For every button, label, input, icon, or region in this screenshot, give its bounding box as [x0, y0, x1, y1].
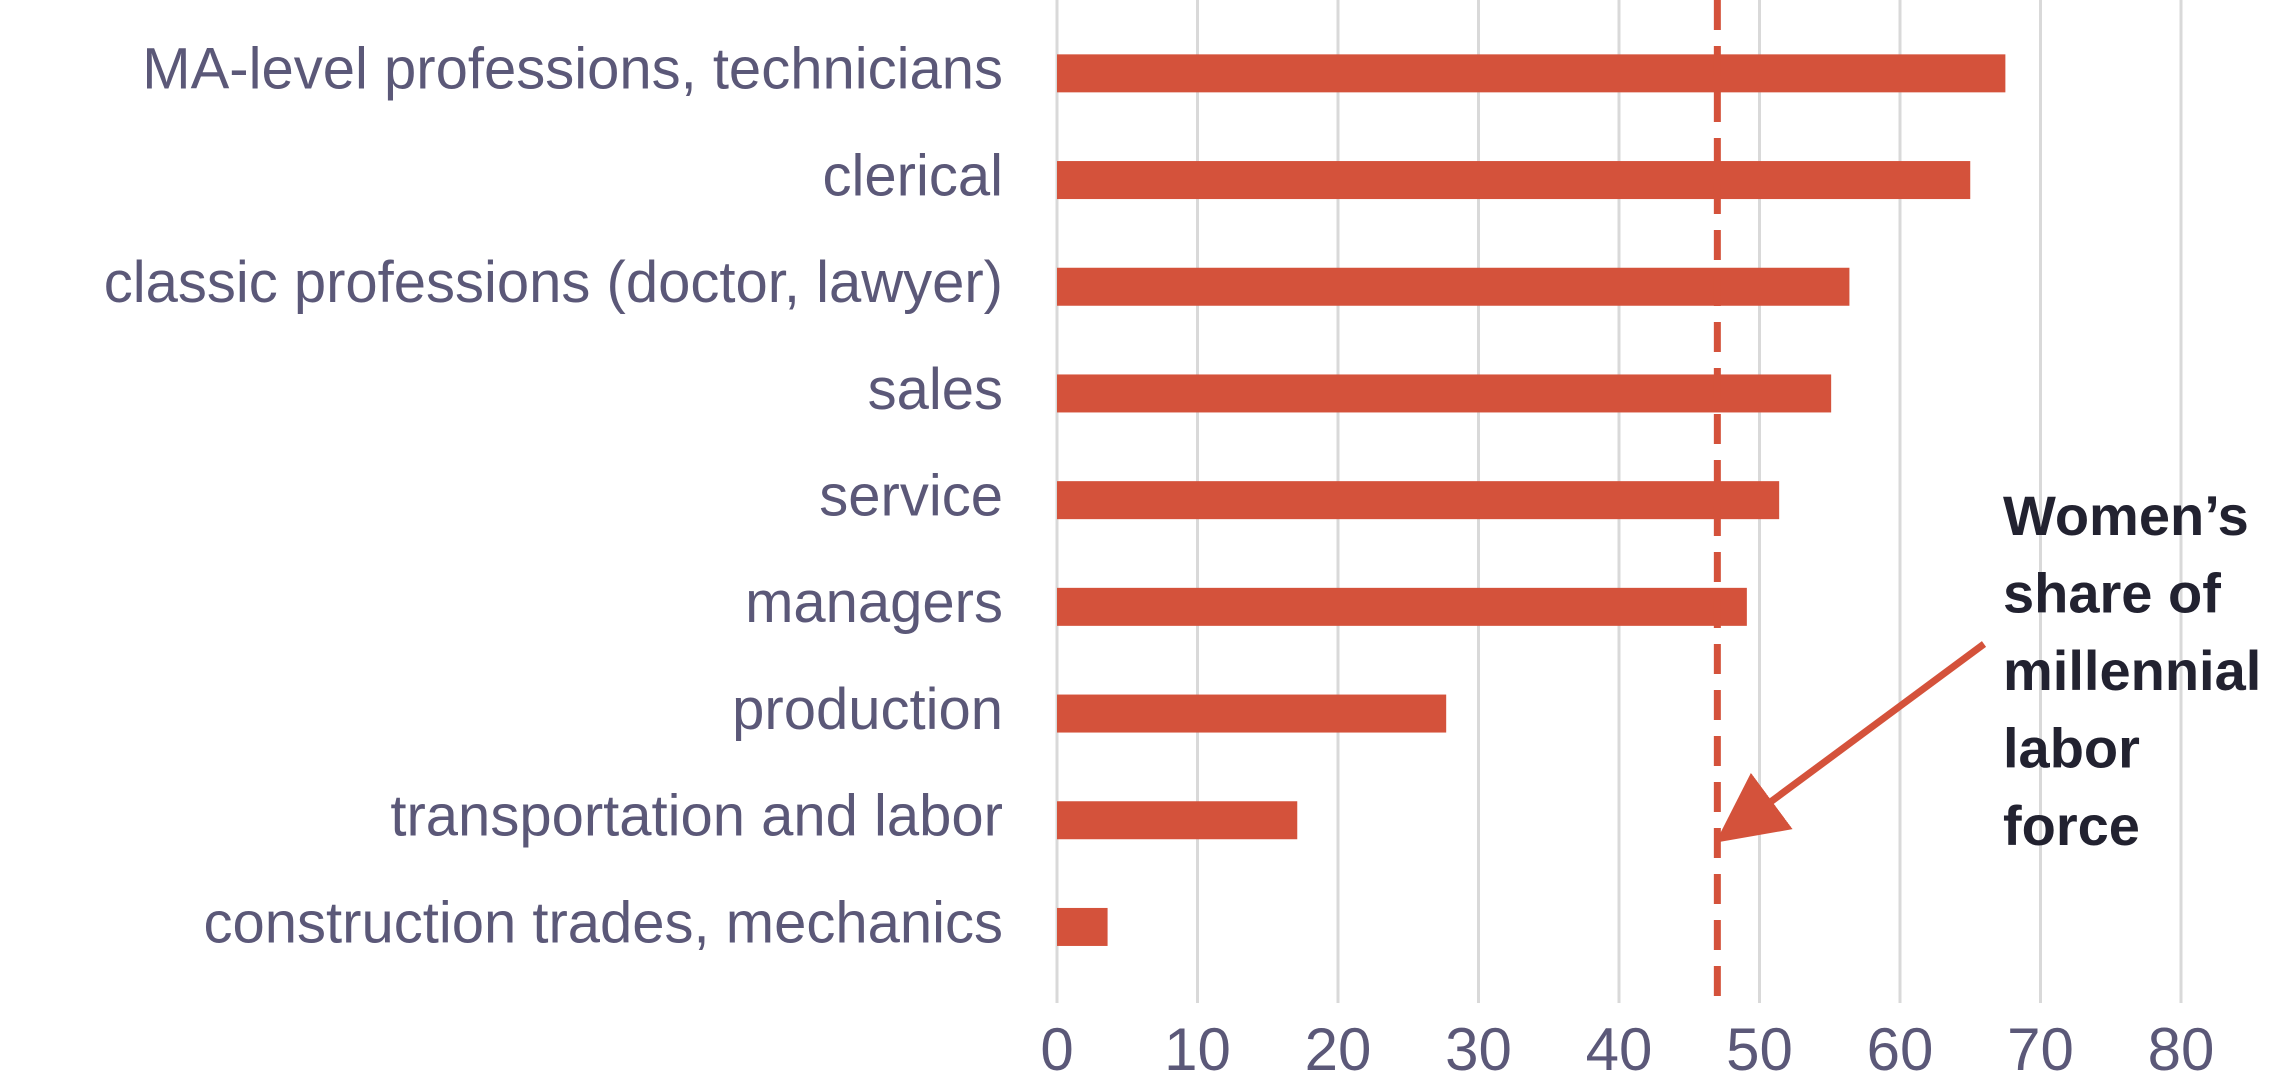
annotation-text: Women’s: [2003, 484, 2249, 547]
category-label: service: [819, 463, 1003, 528]
category-label: production: [732, 677, 1003, 742]
category-label: transportation and labor: [390, 784, 1003, 849]
annotation-text: labor: [2003, 716, 2140, 779]
x-tick-label: 20: [1305, 1016, 1372, 1083]
x-tick-label: 80: [2148, 1016, 2215, 1083]
bar: [1057, 907, 1108, 946]
bar: [1057, 481, 1780, 520]
x-tick-label: 0: [1040, 1016, 1073, 1083]
x-tick-label: 40: [1586, 1016, 1653, 1083]
bar: [1057, 587, 1747, 626]
bar: [1057, 801, 1298, 840]
category-label: managers: [745, 570, 1003, 635]
x-tick-label: 50: [1726, 1016, 1793, 1083]
bar: [1057, 267, 1850, 306]
bar: [1057, 161, 1971, 200]
annotation-arrow: [1715, 641, 1987, 843]
x-tick-label: 10: [1164, 1016, 1231, 1083]
x-tick-label: 30: [1445, 1016, 1512, 1083]
bar: [1057, 54, 2006, 93]
category-label: clerical: [823, 143, 1004, 208]
category-label: sales: [868, 357, 1003, 422]
annotation-text: millennial: [2003, 639, 2261, 702]
annotation-text: force: [2003, 794, 2140, 857]
x-tick-label: 70: [2007, 1016, 2074, 1083]
bar: [1057, 694, 1447, 733]
category-label: MA-level professions, technicians: [142, 37, 1003, 102]
bar: [1057, 374, 1832, 413]
category-label: classic professions (doctor, lawyer): [104, 250, 1003, 315]
annotation-text: share of: [2003, 561, 2221, 624]
x-tick-label: 60: [1867, 1016, 1934, 1083]
category-label: construction trades, mechanics: [204, 890, 1003, 955]
